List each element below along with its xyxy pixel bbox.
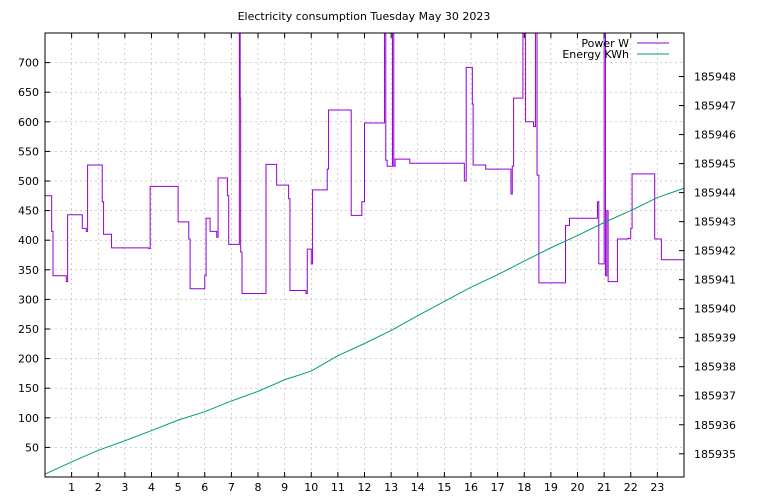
y-tick-label: 200: [18, 353, 39, 366]
x-tick-label: 12: [358, 481, 372, 494]
x-tick-label: 4: [148, 481, 155, 494]
y-tick-label: 100: [18, 412, 39, 425]
x-tick-label: 20: [571, 481, 585, 494]
x-tick-label: 10: [304, 481, 318, 494]
y-tick-label: 500: [18, 175, 39, 188]
x-tick-label: 9: [281, 481, 288, 494]
y2-tick-label: 185946: [694, 129, 736, 142]
x-tick-label: 2: [95, 481, 102, 494]
grid: [45, 33, 684, 477]
y2-tick-label: 185939: [694, 332, 736, 345]
y2-tick-label: 185942: [694, 245, 736, 258]
y2-tick-label: 185937: [694, 390, 736, 403]
x-tick-label: 17: [491, 481, 505, 494]
series-line-energy: [44, 187, 685, 475]
y-tick-label: 400: [18, 234, 39, 247]
y2-tick-label: 185936: [694, 419, 736, 432]
x-tick-label: 16: [464, 481, 478, 494]
x-tick-label: 14: [411, 481, 425, 494]
x-tick-label: 21: [597, 481, 611, 494]
y-tick-label: 450: [18, 205, 39, 218]
x-tick-label: 19: [544, 481, 558, 494]
y2-tick-label: 185941: [694, 274, 736, 287]
legend: Power W Energy KWh: [562, 37, 669, 61]
legend-label-power: Power W: [581, 37, 629, 50]
x-tick-label: 1: [68, 481, 75, 494]
y-tick-label: 700: [18, 57, 39, 70]
y-tick-label: 600: [18, 116, 39, 129]
y2-tick-label: 185935: [694, 448, 736, 461]
y-tick-label: 300: [18, 293, 39, 306]
x-tick-label: 11: [331, 481, 345, 494]
series-line-power: [45, 32, 684, 294]
x-tick-label: 8: [255, 481, 262, 494]
y2-tick-label: 185938: [694, 361, 736, 374]
y-tick-label: 350: [18, 264, 39, 277]
y2-tick-label: 185940: [694, 303, 736, 316]
x-tick-label: 6: [201, 481, 208, 494]
x-tick-label: 7: [228, 481, 235, 494]
x-tick-label: 5: [175, 481, 182, 494]
x-tick-label: 18: [517, 481, 531, 494]
series-layer: [44, 32, 685, 475]
x-tick-label: 3: [121, 481, 128, 494]
axis-ticks: 1 2 3 4 5 6 7 8 9 10 11 12 13 14 15 16 17 18 19 20 21 22 23501…: [18, 33, 736, 494]
y-tick-label: 150: [18, 382, 39, 395]
x-tick-label: 22: [624, 481, 638, 494]
y-tick-label: 50: [25, 441, 39, 454]
y2-tick-label: 185945: [694, 158, 736, 171]
y-tick-label: 650: [18, 86, 39, 99]
y2-tick-label: 185948: [694, 71, 736, 84]
y2-tick-label: 185943: [694, 216, 736, 229]
y-tick-label: 550: [18, 145, 39, 158]
x-tick-label: 15: [437, 481, 451, 494]
legend-label-energy: Energy KWh: [562, 48, 629, 61]
y2-tick-label: 185944: [694, 187, 736, 200]
y2-tick-label: 185947: [694, 100, 736, 113]
x-tick-label: 13: [384, 481, 398, 494]
y-tick-label: 250: [18, 323, 39, 336]
chart-title: Electricity consumption Tuesday May 30 2…: [238, 10, 491, 23]
x-tick-label: 23: [650, 481, 664, 494]
